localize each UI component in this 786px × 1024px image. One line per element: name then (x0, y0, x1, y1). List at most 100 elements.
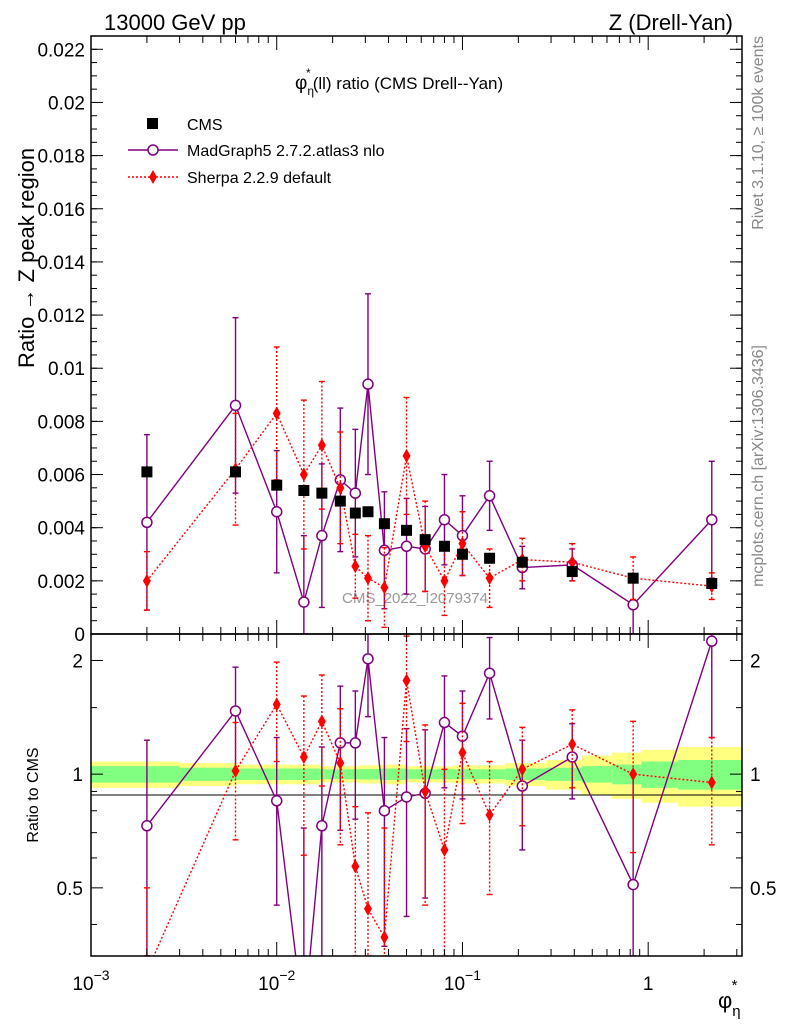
ratio-madgraph-point (706, 635, 718, 647)
band-inner-segment (453, 769, 506, 780)
ratio-sherpa-point (458, 745, 467, 760)
cms-point (334, 495, 346, 507)
ratio-panel: 10−3 10−2 10−1 10.5 0.51 12 2 Ratio to CMS φη* (25, 633, 776, 1020)
madgraph-point (438, 513, 451, 526)
ratio-sherpa-point (421, 784, 430, 799)
x-tick-exponent: −3 (94, 967, 110, 983)
ratio-madgraph-series-line (146, 640, 713, 956)
cms-point (484, 552, 496, 564)
ratio-sherpa-point (363, 901, 372, 916)
main-y-tick-label: 0.02 (48, 93, 85, 114)
title-eta-subscript: η (307, 84, 314, 98)
ratio-madgraph-point (270, 795, 283, 807)
madgraph-point (362, 378, 374, 390)
sherpa-point (380, 580, 389, 595)
x-tick-exponent: −1 (465, 967, 481, 983)
x-tick-label: 10−3 (72, 967, 109, 995)
main-panel: CMS_2022_I2079374 00.0020.0040.0060.0080… (14, 35, 743, 646)
madgraph-point (298, 596, 310, 608)
x-label-star: * (732, 977, 738, 994)
legend-label-cms: CMS (187, 117, 223, 134)
main-y-tick-label: 0.01 (48, 359, 85, 380)
ratio-y-axis-label: Ratio to CMS (25, 747, 42, 842)
ratio-madgraph-point (141, 820, 153, 832)
cms-point (316, 487, 328, 499)
cms-point (401, 524, 413, 536)
plot-title: φη *(ll) ratio (CMS Drell--Yan) (295, 66, 503, 98)
main-y-tick-label: 0.022 (37, 40, 85, 61)
sherpa-point (299, 467, 308, 482)
cms-point (378, 518, 390, 530)
x-label-phi: φ (718, 988, 732, 1013)
ratio-sherpa-point (351, 859, 360, 874)
x-tick-base: 10 (72, 974, 93, 995)
legend-marker-sherpa (149, 170, 157, 184)
x-tick-base: 1 (643, 974, 654, 995)
ratio-sherpa-point (402, 673, 411, 688)
ratio-sherpa-point (568, 737, 577, 752)
ratio-sherpa-point (485, 807, 494, 822)
madgraph-series-line (146, 384, 713, 606)
main-series-layer (141, 293, 718, 634)
header-right-label: Z (Drell-Yan) (609, 10, 733, 35)
ratio-y-tick-label: 0.5 (57, 879, 83, 900)
main-y-axis-label: Ratio → Z peak region (14, 148, 39, 368)
ratio-sherpa-point (380, 930, 389, 945)
ratio-y-tick-label-right: 2 (750, 651, 761, 672)
band-inner-segment (380, 768, 407, 780)
legend-marker-cms (147, 118, 158, 129)
main-y-tick-label: 0.002 (37, 572, 85, 593)
x-axis-label: φη * (718, 977, 741, 1020)
cms-point (516, 556, 528, 568)
sherpa-point (336, 480, 345, 495)
ratio-series-layer (141, 634, 718, 956)
cms-point (141, 466, 153, 478)
ratio-madgraph-point (627, 878, 639, 891)
x-tick-base: 10 (258, 974, 279, 995)
band-inner-segment (505, 768, 546, 780)
mcplots-credit-label: mcplots.cern.ch [arXiv:1306.3436] (750, 345, 767, 587)
cms-point (706, 578, 718, 590)
band-inner-segment (612, 764, 642, 785)
sherpa-point (568, 555, 577, 570)
madgraph-point (706, 513, 718, 526)
ratio-axis-layer: 10−3 10−2 10−1 10.5 0.51 12 2 (57, 634, 776, 995)
rivet-version-label: Rivet 3.1.10, ≥ 100k events (750, 36, 767, 230)
sherpa-point (363, 571, 372, 586)
ratio-sherpa-point (231, 763, 240, 778)
x-tick-base: 10 (444, 974, 465, 995)
title-text: (ll) ratio (CMS Drell--Yan) (313, 74, 503, 93)
sherpa-point (402, 448, 411, 463)
cms-point (456, 548, 468, 560)
main-axis-layer: 0 0.002 0.004 0.006 0.008 0.01 0.012 0.014 0.016… (37, 36, 742, 646)
legend: CMS MadGraph5 2.7.2.atlas3 nlo Sherpa 2.… (128, 117, 385, 187)
ratio-madgraph-point (400, 791, 413, 803)
band-inner-segment (91, 766, 180, 783)
ratio-madgraph-point (438, 716, 451, 729)
main-y-tick-label: 0.016 (37, 200, 85, 221)
madgraph-point (483, 490, 496, 502)
cms-point (419, 534, 431, 546)
sherpa-series-line (146, 412, 712, 589)
madgraph-point (400, 540, 413, 553)
ratio-madgraph-point (362, 653, 374, 665)
madgraph-point (270, 505, 283, 518)
band-inner-segment (179, 767, 236, 781)
title-star-superscript: * (306, 66, 311, 80)
ratio-sherpa-point (629, 767, 638, 782)
band-inner-segment (235, 768, 320, 780)
main-y-tick-label: 0.018 (37, 147, 85, 168)
ratio-y-tick-label-right: 0.5 (750, 879, 776, 900)
legend-marker-madgraph (147, 144, 159, 156)
cms-point (438, 540, 450, 552)
ratio-uncertainty-band (91, 746, 742, 807)
madgraph-point (229, 399, 242, 412)
band-inner-segment (641, 761, 679, 788)
ratio-madgraph-point (316, 820, 328, 832)
ratio-sherpa-point (317, 714, 326, 729)
madgraph-point (378, 544, 391, 557)
sherpa-point (440, 573, 449, 588)
ratio-madgraph-point (516, 780, 529, 792)
ratio-madgraph-point (566, 751, 578, 763)
